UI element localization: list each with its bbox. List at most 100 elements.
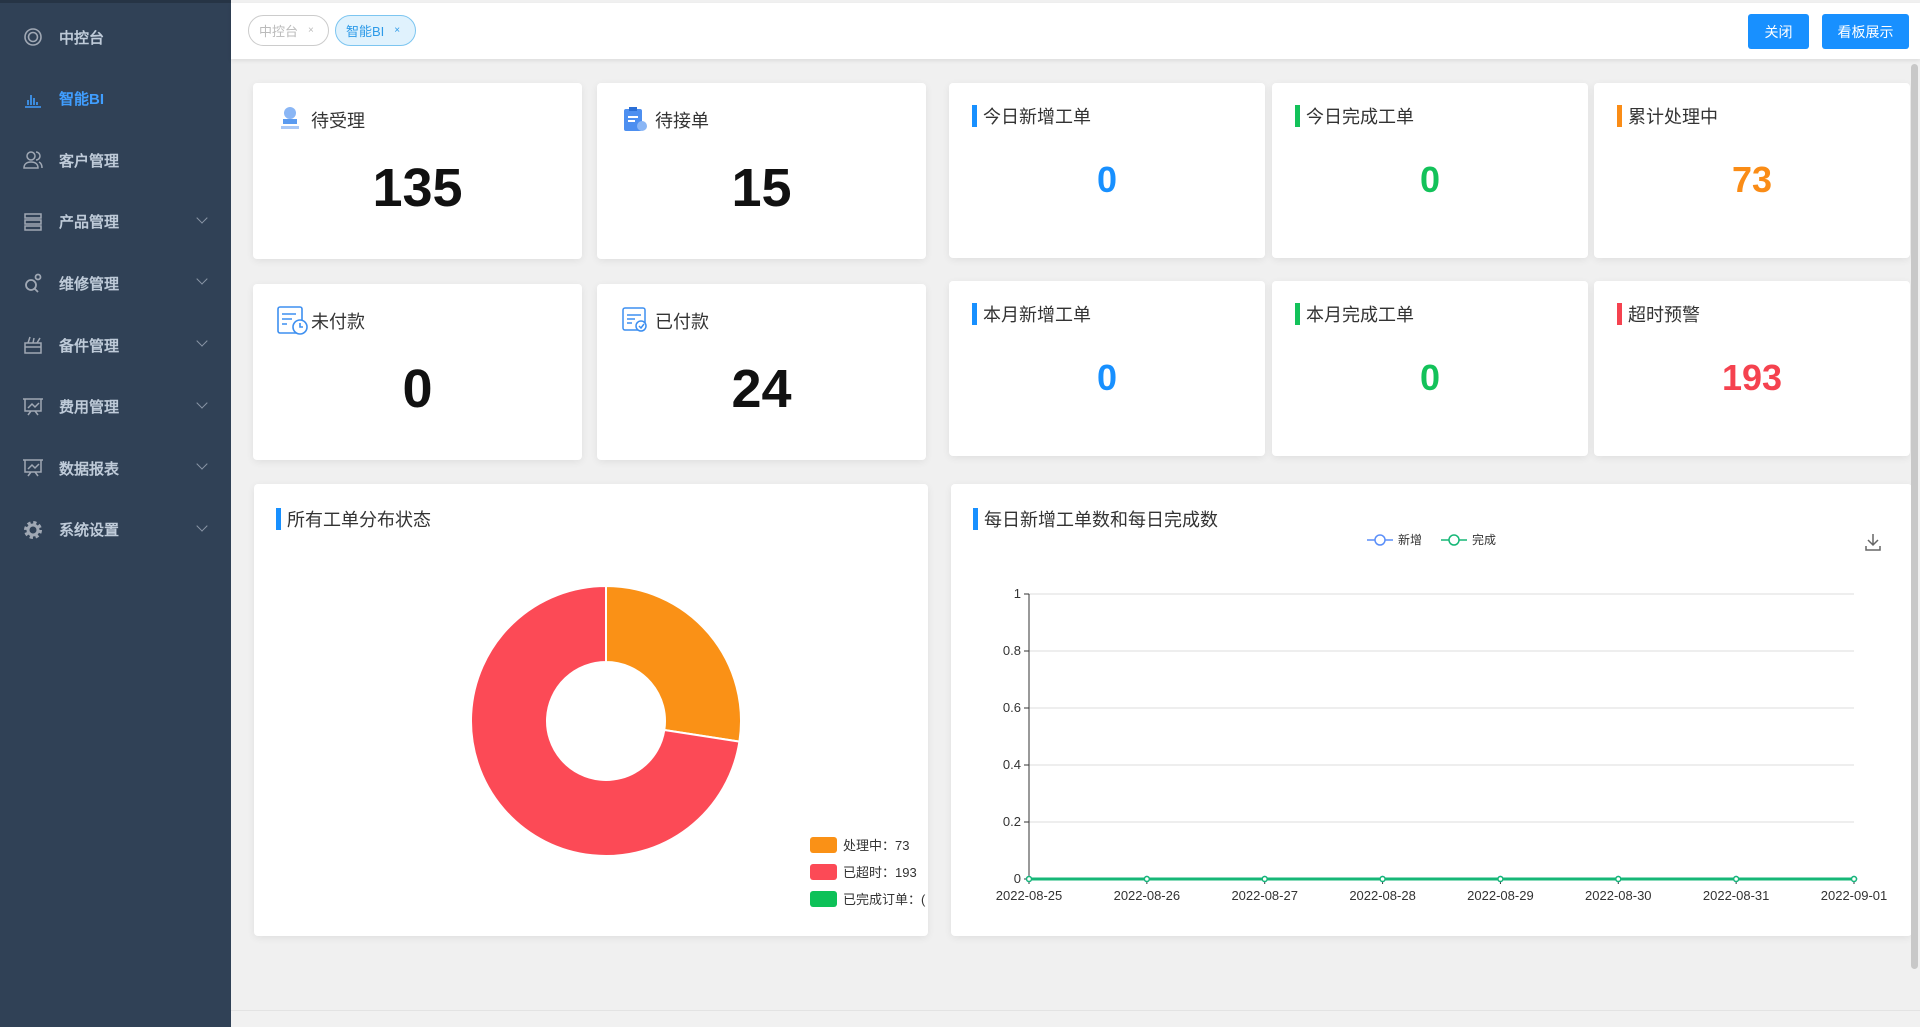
y-tick-label: 0.4 <box>1003 757 1021 772</box>
sidebar-item-1[interactable]: 智能BI <box>0 74 231 124</box>
chevron-down-icon <box>196 273 208 286</box>
line-chart: 0 0.2 0.4 0.6 0.8 1 2022-08-25 2022-08-26 2022-0… <box>996 532 1888 903</box>
stat-card: 本月完成工单 0 <box>1272 281 1588 456</box>
stat-card: 本月新增工单 0 <box>949 281 1265 456</box>
data-point[interactable] <box>1143 875 1151 883</box>
chevron-down-icon <box>196 335 208 347</box>
chevron-down-icon <box>196 396 208 409</box>
chevron-down-icon <box>196 458 208 470</box>
sidebar-item-label: 数据报表 <box>59 460 120 478</box>
stat-label: 超时预警 <box>1628 305 1700 325</box>
sidebar-item-7[interactable]: 数据报表 <box>0 443 231 493</box>
tab-dashboard[interactable]: 中控台 × <box>248 15 329 46</box>
sidebar-item-label: 智能BI <box>59 91 105 109</box>
users-icon <box>22 149 44 171</box>
stat-label: 今日新增工单 <box>983 107 1091 127</box>
paid-icon <box>621 306 649 334</box>
presentation-icon <box>22 396 44 418</box>
download-icon[interactable] <box>1865 534 1881 551</box>
sidebar-item-4[interactable]: 维修管理 <box>0 258 231 308</box>
accent-bar <box>1617 303 1622 325</box>
sidebar-item-label: 产品管理 <box>59 214 120 232</box>
stat-label: 本月新增工单 <box>983 305 1091 325</box>
x-tick-label: 2022-08-29 <box>1467 888 1534 903</box>
kpi-card: 待接单 15 <box>597 83 926 259</box>
sidebar-item-label: 备件管理 <box>59 337 120 355</box>
pie-slice[interactable] <box>470 584 741 857</box>
pie-chart-card: 所有工单分布状态 处理中：73 已超时：193 已完成订单：( <box>254 484 928 936</box>
x-tick-label: 2022-08-30 <box>1585 888 1652 903</box>
kpi-value: 15 <box>731 158 792 218</box>
sidebar-item-6[interactable]: 费用管理 <box>0 382 231 432</box>
sidebar: 中控台智能BI 客户管理产品管理维修管理备件管理费用管理数据报表系统设置 <box>0 0 231 1027</box>
data-point[interactable] <box>1379 875 1386 883</box>
sidebar-item-8[interactable]: 系统设置 <box>0 505 231 555</box>
data-point[interactable] <box>1850 875 1858 883</box>
kpi-label: 已付款 <box>655 312 709 332</box>
y-tick-label: 0 <box>1014 871 1021 886</box>
x-tick-label: 2022-08-25 <box>996 888 1063 903</box>
stat-label: 累计处理中 <box>1628 107 1718 127</box>
sidebar-item-label: 中控台 <box>59 29 105 47</box>
sidebar-item-label: 费用管理 <box>59 399 120 417</box>
y-tick-label: 1 <box>1014 586 1021 601</box>
chevron-down-icon <box>196 212 208 224</box>
stat-card: 今日完成工单 0 <box>1272 83 1588 258</box>
x-tick-label: 2022-08-28 <box>1349 888 1416 903</box>
pending-accept-icon <box>277 105 305 133</box>
stat-label: 今日完成工单 <box>1306 107 1414 127</box>
pie-slice[interactable] <box>605 584 742 743</box>
close-icon[interactable]: × <box>394 25 401 36</box>
tab-label: 中控台 <box>259 24 299 39</box>
vertical-scrollbar[interactable] <box>1911 64 1918 969</box>
legend-label[interactable]: 处理中：73 <box>843 838 909 853</box>
stat-label: 本月完成工单 <box>1306 305 1414 325</box>
kpi-label: 未付款 <box>311 312 365 332</box>
close-button[interactable]: 关闭 <box>1748 14 1809 49</box>
legend-label[interactable]: 完成 <box>1472 532 1496 547</box>
horizontal-scrollbar[interactable] <box>231 1010 1920 1027</box>
data-point[interactable] <box>1732 875 1740 883</box>
legend-label[interactable]: 已超时：193 <box>843 865 917 880</box>
accent-bar <box>972 303 977 325</box>
x-tick-label: 2022-09-01 <box>1821 888 1888 903</box>
legend-swatch[interactable] <box>810 864 837 880</box>
stat-value: 193 <box>1721 357 1783 398</box>
data-point[interactable] <box>1615 875 1622 883</box>
sidebar-item-label: 客户管理 <box>59 152 120 170</box>
y-tick-label: 0.2 <box>1003 814 1021 829</box>
stat-value: 0 <box>1096 159 1118 200</box>
server-icon <box>22 211 44 233</box>
tab-bi[interactable]: 智能BI × <box>335 15 416 46</box>
repair-icon <box>22 272 44 294</box>
legend-label[interactable]: 已完成订单：( <box>843 892 926 907</box>
kpi-value: 135 <box>372 158 463 218</box>
accent-bar <box>972 105 977 127</box>
line-chart-card: 每日新增工单数和每日完成数 0 0.2 0.4 0.6 0.8 1 2022-08-25 20… <box>951 484 1912 936</box>
stat-card: 累计处理中 73 <box>1594 83 1910 258</box>
legend-swatch[interactable] <box>810 891 837 907</box>
stat-value: 73 <box>1731 159 1773 200</box>
board-display-button[interactable]: 看板展示 <box>1822 14 1909 49</box>
x-tick-label: 2022-08-27 <box>1231 888 1298 903</box>
legend-swatch[interactable] <box>810 837 837 853</box>
sidebar-item-5[interactable]: 备件管理 <box>0 320 231 370</box>
data-point[interactable] <box>1025 875 1033 883</box>
sidebar-item-0[interactable]: 中控台 <box>0 12 231 62</box>
accent-bar <box>1295 105 1300 127</box>
close-icon[interactable]: × <box>308 25 314 36</box>
presentation-icon <box>22 457 44 479</box>
data-point[interactable] <box>1261 875 1268 883</box>
pending-order-icon <box>621 105 649 133</box>
sidebar-item-3[interactable]: 产品管理 <box>0 197 231 247</box>
unpaid-icon <box>277 306 308 335</box>
sidebar-item-2[interactable]: 客户管理 <box>0 135 231 185</box>
stat-value: 0 <box>1096 357 1118 398</box>
stat-card: 超时预警 193 <box>1594 281 1910 456</box>
toolbox-icon <box>22 334 44 356</box>
x-tick-label: 2022-08-26 <box>1114 888 1181 903</box>
x-tick-label: 2022-08-31 <box>1703 888 1770 903</box>
data-point[interactable] <box>1497 875 1504 883</box>
chart-title: 所有工单分布状态 <box>287 510 431 530</box>
legend-label[interactable]: 新增 <box>1398 532 1422 547</box>
